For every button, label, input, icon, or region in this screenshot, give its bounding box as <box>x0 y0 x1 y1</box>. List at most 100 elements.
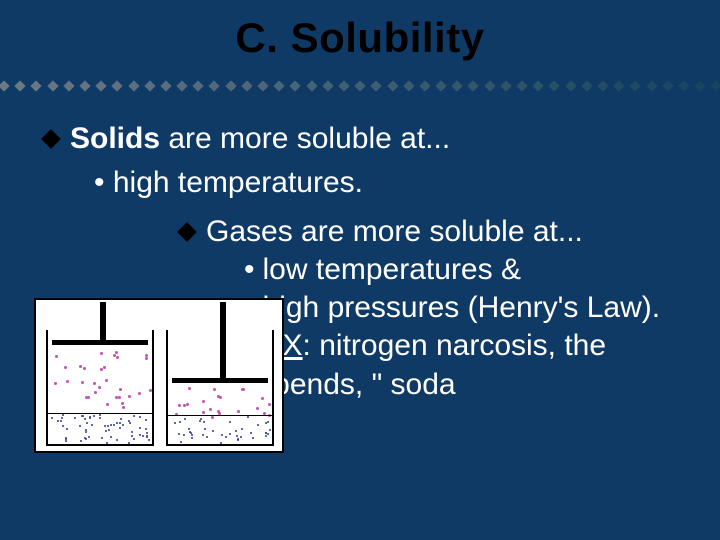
divider-diamond <box>484 80 495 91</box>
particle-dot <box>128 442 130 444</box>
liquid-surface-line <box>168 415 272 416</box>
liquid-surface-line <box>48 413 152 414</box>
particle-dot <box>174 422 176 424</box>
divider-diamond <box>452 80 463 91</box>
bullet-dot: • <box>244 251 255 289</box>
particle-dot <box>257 424 259 426</box>
bullet-solids: Solids are more soluble at... <box>44 120 690 158</box>
bullet-solids-bold: Solids <box>70 122 160 155</box>
divider-diamond <box>516 80 527 91</box>
divider-diamond <box>0 80 10 91</box>
particle-dot <box>128 420 130 422</box>
particle-dot <box>93 382 96 385</box>
divider-diamond <box>15 80 26 91</box>
bullet-gases-bold: Gases <box>206 215 293 248</box>
divider-diamond <box>322 80 333 91</box>
particle-dot <box>256 407 259 410</box>
divider-diamond <box>646 80 657 91</box>
divider-diamond <box>549 80 560 91</box>
bullet-gases-subs: •low temperatures &•high pressures (Henr… <box>244 251 690 405</box>
particle-dot <box>178 404 181 407</box>
bullet-gases-rest: are more soluble at... <box>293 215 583 248</box>
particle-dot <box>85 438 87 440</box>
particle-dot <box>81 381 84 384</box>
divider-diamond <box>468 80 479 91</box>
particle-dot <box>101 437 103 439</box>
divider-diamond <box>500 80 511 91</box>
divider-diamond <box>694 80 705 91</box>
particle-dot <box>146 432 148 434</box>
particle-dot <box>122 406 125 409</box>
diamond-bullet-icon <box>177 222 197 242</box>
particle-dot <box>202 434 204 436</box>
divider-diamond <box>63 80 74 91</box>
particle-dot <box>142 435 144 437</box>
divider-diamond-row <box>0 82 720 90</box>
divider-diamond <box>306 80 317 91</box>
divider-diamond <box>613 80 624 91</box>
bullet-solids-sub: • high temperatures. <box>94 164 690 202</box>
divider-diamond <box>678 80 689 91</box>
bullet-gases: Gases are more soluble at... <box>180 213 690 251</box>
particle-dot <box>139 416 141 418</box>
particle-dot <box>261 397 264 400</box>
particle-dot <box>145 428 147 430</box>
divider-diamond <box>290 80 301 91</box>
particle-dot <box>106 442 108 444</box>
particle-dot <box>206 436 208 438</box>
particle-dot <box>85 396 88 399</box>
plunger-head <box>172 378 268 383</box>
plunger-rod <box>220 302 226 380</box>
divider-diamond <box>144 80 155 91</box>
bullet-gases-sub-row: •high pressures (Henry's Law). <box>244 289 690 327</box>
particle-dot <box>89 416 91 418</box>
bullet-solids-text: Solids are more soluble at... <box>70 120 450 158</box>
particle-dot <box>241 428 243 430</box>
particle-dot <box>146 436 148 438</box>
plunger-head <box>52 340 148 345</box>
divider-diamond <box>565 80 576 91</box>
divider-diamond <box>338 80 349 91</box>
particle-dot <box>108 429 110 431</box>
particle-dot <box>235 430 237 432</box>
particle-dot <box>188 428 190 430</box>
particle-dot <box>221 434 223 436</box>
diamond-bullet-icon <box>41 129 61 149</box>
divider-diamond <box>225 80 236 91</box>
particle-dot <box>149 389 152 392</box>
particle-dot <box>236 435 238 437</box>
particle-dot <box>179 421 181 423</box>
divider-diamond <box>387 80 398 91</box>
divider-diamond <box>435 80 446 91</box>
particle-dot <box>85 431 87 433</box>
divider-diamond <box>176 80 187 91</box>
particle-dot <box>88 436 90 438</box>
divider-diamond <box>128 80 139 91</box>
bullet-gases-sub-row: •EX: nitrogen narcosis, the "bends, " so… <box>244 327 690 404</box>
bullet-gases-sub-text: high pressures (Henry's Law). <box>263 289 661 327</box>
particle-dot <box>57 420 59 422</box>
bullet-gases-text: Gases are more soluble at... <box>206 213 583 251</box>
particle-dot <box>116 439 118 441</box>
particle-dot <box>269 429 271 431</box>
particle-dot <box>265 435 267 437</box>
divider-diamond <box>354 80 365 91</box>
divider-diamond <box>79 80 90 91</box>
bullet-gases-sub-text: EX: nitrogen narcosis, the "bends, " sod… <box>263 327 690 404</box>
particle-dot <box>116 356 119 359</box>
divider-diamond <box>274 80 285 91</box>
divider-diamond <box>95 80 106 91</box>
divider-diamond <box>31 80 42 91</box>
particle-dot <box>85 429 87 431</box>
bullet-gases-sub-row: •low temperatures & <box>244 251 690 289</box>
divider-diamond <box>371 80 382 91</box>
particle-dot <box>204 428 206 430</box>
particle-dot <box>100 368 103 371</box>
slide-title: C. Solubility <box>0 0 720 62</box>
particle-dot <box>138 392 141 395</box>
particle-dot <box>99 414 101 416</box>
particle-dot <box>105 379 108 382</box>
particle-dot <box>121 402 124 405</box>
gas-solubility-diagram <box>34 298 284 453</box>
divider-diamond <box>47 80 58 91</box>
